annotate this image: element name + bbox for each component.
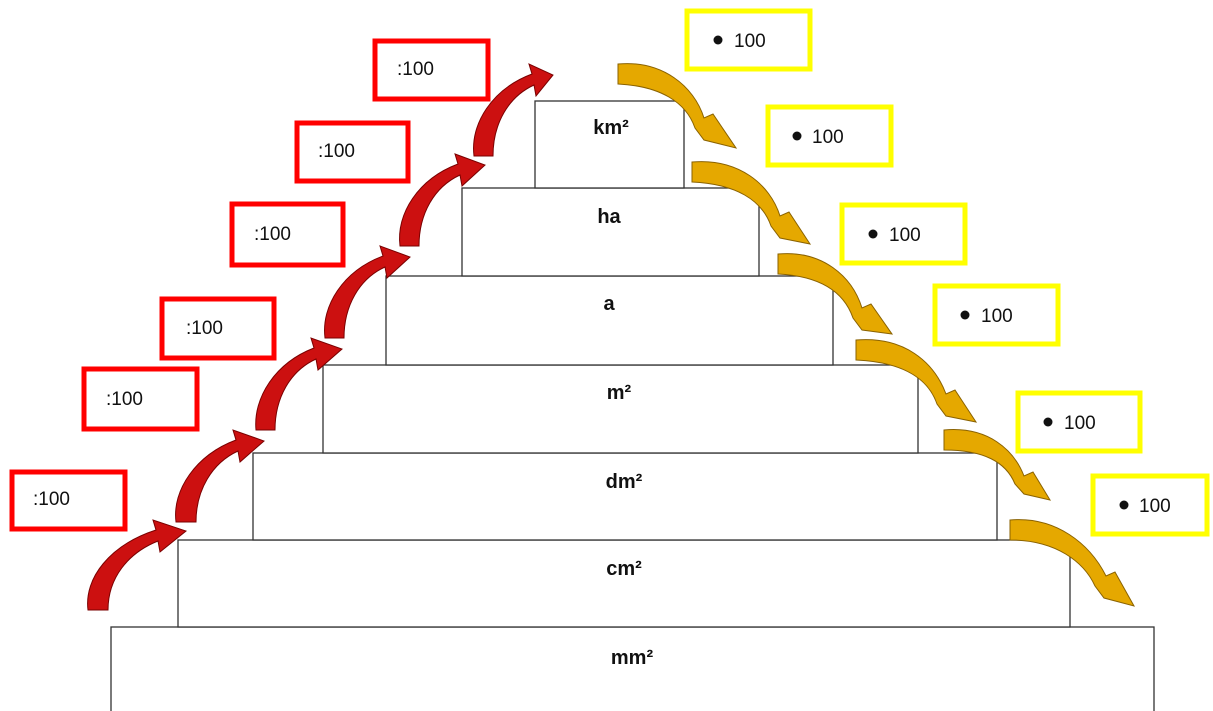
multiply-box: 100 <box>932 283 1061 347</box>
curved-arrow-down-icon <box>855 339 978 423</box>
step-ha: ha <box>461 187 760 277</box>
divide-box-label: :100 <box>397 59 434 80</box>
curved-arrow-up-icon <box>399 153 486 247</box>
curved-arrow-up-icon <box>87 519 188 611</box>
divide-box-frame <box>81 366 200 432</box>
multiply-box-frame <box>932 283 1061 347</box>
step-km2: km² <box>534 100 685 189</box>
pyramid-steps: mm² cm² dm² m² a ha km² <box>110 100 1155 711</box>
curved-arrow-up-icon <box>175 429 265 523</box>
divide-box: :100 <box>294 120 411 184</box>
bullet-dot-icon <box>868 229 878 239</box>
multiply-box: 100 <box>1015 390 1143 454</box>
bullet-dot-icon <box>1043 417 1053 427</box>
multiply-box-label: 100 <box>981 306 1013 327</box>
step-a: a <box>385 275 834 366</box>
multiply-box: 100 <box>839 202 968 266</box>
curved-arrow-down-icon <box>777 253 894 335</box>
divide-box: :100 <box>9 469 128 532</box>
step-a-box <box>385 275 834 366</box>
multiply-box-frame <box>1015 390 1143 454</box>
divide-arrows <box>87 63 554 611</box>
multiply-boxes: 100 100 100 100 100 100 <box>684 8 1210 537</box>
divide-box-frame <box>294 120 411 184</box>
step-m2-box <box>322 364 919 454</box>
step-a-label: a <box>603 293 615 315</box>
step-cm2-box <box>177 539 1071 628</box>
multiply-box: 100 <box>684 8 813 72</box>
multiply-box-frame <box>684 8 813 72</box>
multiply-box-frame <box>839 202 968 266</box>
step-ha-box <box>461 187 760 277</box>
step-cm2: cm² <box>177 539 1071 628</box>
divide-box-frame <box>159 296 277 361</box>
divide-boxes: :100 :100 :100 :100 :100 :100 <box>9 38 491 532</box>
divide-box-frame <box>229 201 346 268</box>
step-m2-label: m² <box>607 382 632 404</box>
step-dm2-box <box>252 452 998 541</box>
divide-box-frame <box>9 469 128 532</box>
step-dm2-label: dm² <box>606 471 643 493</box>
curved-arrow-down-icon <box>691 161 812 245</box>
bullet-dot-icon <box>960 310 970 320</box>
bullet-dot-icon <box>1119 500 1129 510</box>
step-cm2-label: cm² <box>606 558 642 580</box>
multiply-box-label: 100 <box>889 225 921 246</box>
divide-box: :100 <box>229 201 346 268</box>
multiply-box-label: 100 <box>734 31 766 52</box>
divide-box: :100 <box>159 296 277 361</box>
curved-arrow-up-icon <box>255 337 343 431</box>
step-ha-label: ha <box>597 206 621 228</box>
curved-arrow-up-icon <box>473 63 554 157</box>
divide-box-frame <box>372 38 491 102</box>
curved-arrow-down-icon <box>1009 519 1136 607</box>
step-km2-box <box>534 100 685 189</box>
multiply-box: 100 <box>765 104 894 168</box>
multiply-box: 100 <box>1090 473 1210 537</box>
divide-box: :100 <box>81 366 200 432</box>
step-dm2: dm² <box>252 452 998 541</box>
multiply-box-label: 100 <box>1139 496 1171 517</box>
step-m2: m² <box>322 364 919 454</box>
curved-arrow-down-icon <box>617 63 738 149</box>
step-mm2: mm² <box>110 626 1155 711</box>
divide-box-label: :100 <box>33 489 70 510</box>
divide-box-label: :100 <box>254 224 291 245</box>
curved-arrow-up-icon <box>324 245 411 339</box>
step-mm2-label: mm² <box>611 647 654 669</box>
bullet-dot-icon <box>713 35 723 45</box>
divide-box-label: :100 <box>106 389 143 410</box>
bullet-dot-icon <box>792 131 802 141</box>
step-mm2-box <box>110 626 1155 711</box>
divide-box-label: :100 <box>186 318 223 339</box>
step-km2-label: km² <box>593 117 629 139</box>
multiply-arrows <box>617 63 1136 607</box>
curved-arrow-down-icon <box>943 429 1052 501</box>
multiply-box-label: 100 <box>1064 413 1096 434</box>
multiply-box-frame <box>765 104 894 168</box>
multiply-box-label: 100 <box>812 127 844 148</box>
divide-box: :100 <box>372 38 491 102</box>
multiply-box-frame <box>1090 473 1210 537</box>
divide-box-label: :100 <box>318 141 355 162</box>
